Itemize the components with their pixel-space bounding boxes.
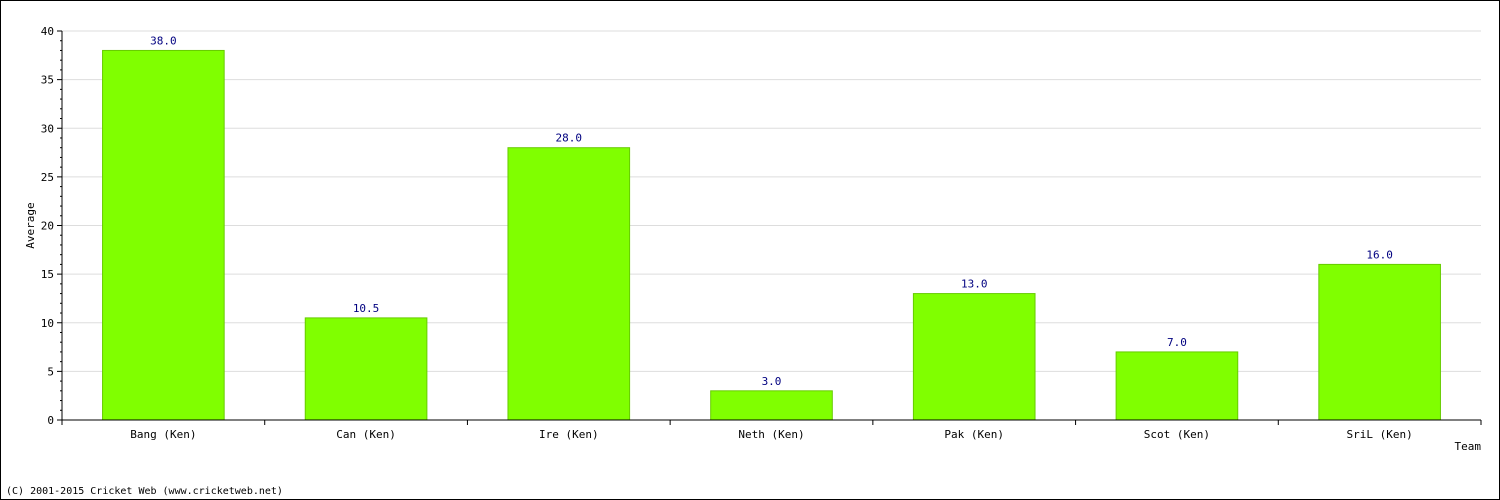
- y-axis-title: Average: [24, 202, 37, 248]
- y-tick-label: 15: [41, 268, 54, 281]
- bar-value-label: 7.0: [1167, 336, 1187, 349]
- y-tick-label: 25: [41, 171, 54, 184]
- bar: [507, 147, 631, 421]
- y-tick-label: 20: [41, 220, 54, 233]
- y-tick-label: 5: [47, 365, 54, 378]
- x-tick-label: Bang (Ken): [130, 428, 196, 441]
- bar: [1318, 263, 1441, 421]
- x-tick-labels: Bang (Ken) Can (Ken) Ire (Ken) Neth (Ken) Pa…: [130, 428, 1413, 441]
- x-tick-label: Ire (Ken): [539, 428, 599, 441]
- bar: [1115, 351, 1239, 421]
- x-tick-label: Scot (Ken): [1144, 428, 1210, 441]
- bar-value-label: 3.0: [762, 375, 782, 388]
- bar-value-label: 10.5: [353, 302, 380, 315]
- bar: [102, 49, 225, 421]
- bar-value-label: 16.0: [1366, 248, 1393, 261]
- bars: [102, 49, 1441, 421]
- bar-value-label: 38.0: [150, 34, 177, 47]
- y-tick-label: 10: [41, 317, 54, 330]
- bar: [912, 293, 1036, 421]
- y-tick-labels: 0 5 10 15 20 25 30 35 40: [41, 25, 54, 427]
- copyright-footer: (C) 2001-2015 Cricket Web (www.cricketwe…: [6, 486, 283, 497]
- axes: [57, 30, 1482, 425]
- y-tick-label: 30: [41, 122, 54, 135]
- x-tick-label: Neth (Ken): [738, 428, 804, 441]
- bar: [710, 390, 833, 421]
- x-tick-label: SriL (Ken): [1347, 428, 1413, 441]
- bar-value-label: 13.0: [961, 278, 988, 291]
- grid-lines: [62, 30, 1481, 372]
- y-tick-label: 0: [47, 414, 54, 427]
- y-tick-label: 35: [41, 74, 54, 87]
- bar: [304, 317, 428, 421]
- value-labels: 38.0 10.5 28.0 3.0 13.0 7.0 16.0: [150, 34, 1393, 387]
- x-tick-label: Can (Ken): [336, 428, 396, 441]
- bar-value-label: 28.0: [556, 132, 583, 145]
- x-tick-label: Pak (Ken): [944, 428, 1004, 441]
- x-axis-title: Team: [1455, 440, 1482, 453]
- y-tick-label: 40: [41, 25, 54, 38]
